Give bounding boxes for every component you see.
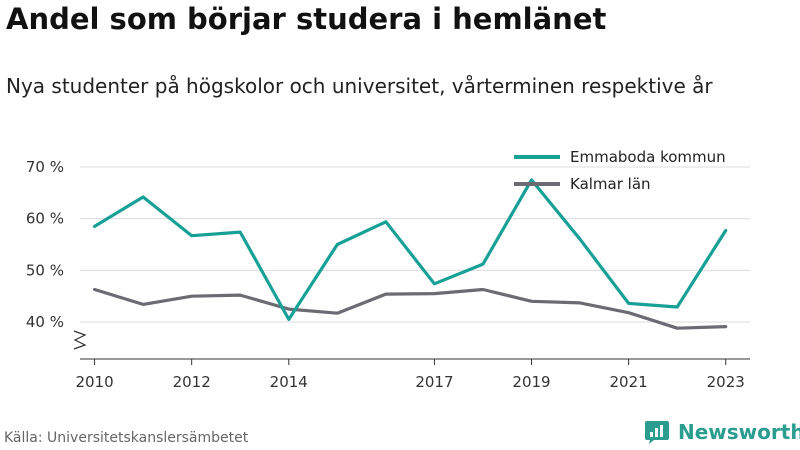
newsworthy-logo-icon <box>645 421 669 444</box>
chart-subtitle: Nya studenter på högskolor och universit… <box>6 74 713 98</box>
source-note: Källa: Universitetskanslersämbetet <box>4 430 249 446</box>
x-tick-label: 2014 <box>270 373 308 391</box>
x-tick-label: 2010 <box>75 373 113 391</box>
x-tick-label: 2021 <box>610 373 648 391</box>
brand-logo: Newsworthy <box>644 419 800 445</box>
y-tick-label: 50 % <box>26 261 64 279</box>
y-tick-label: 70 % <box>26 158 64 176</box>
legend-label: Emmaboda kommun <box>570 148 726 166</box>
x-tick-label: 2019 <box>512 373 550 391</box>
y-tick-label: 40 % <box>26 313 64 331</box>
brand-name: Newsworthy <box>678 420 800 444</box>
x-tick-label: 2023 <box>707 373 745 391</box>
y-tick-label: 60 % <box>26 210 64 228</box>
axis-break-icon <box>73 330 87 350</box>
series-line <box>92 178 728 321</box>
series-line <box>92 287 728 330</box>
legend-label: Kalmar län <box>570 175 651 193</box>
x-tick-label: 2012 <box>173 373 211 391</box>
chart-title: Andel som börjar studera i hemlänet <box>6 2 607 36</box>
x-tick-label: 2017 <box>415 373 453 391</box>
